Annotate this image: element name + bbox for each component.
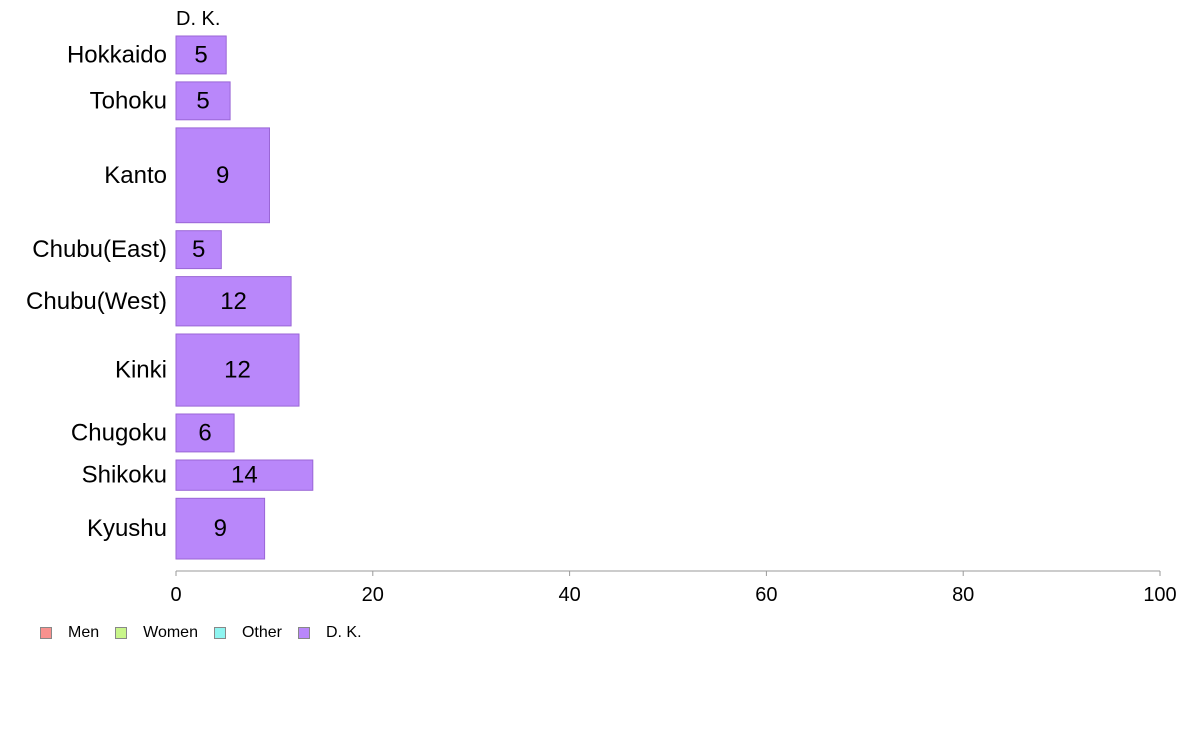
bar-chart: D. K. 5 Hokkaido 5 Tohoku 9 Kanto 5 Chubu(East)… (26, 8, 1177, 606)
legend-label: Men (68, 624, 100, 641)
category-label: Kanto (104, 162, 167, 189)
category-label: Kyushu (87, 515, 167, 542)
legend-item-d-k: D. K. (297, 624, 362, 642)
x-tick-label: 100 (1143, 584, 1176, 606)
bar-kanto (175, 127, 270, 224)
bar-tohoku (175, 81, 231, 121)
bar-value-label: 6 (198, 419, 211, 446)
x-axis: 0 20 40 60 80 100 (170, 570, 1177, 606)
category-label: Chugoku (71, 419, 167, 446)
legend-swatch (213, 627, 226, 639)
bars-group: 5 Hokkaido 5 Tohoku 9 Kanto 5 Chubu(East) 12 Chub… (26, 35, 314, 560)
bar-value-label: 9 (216, 162, 229, 189)
x-tick-label: 0 (170, 584, 181, 606)
bar-value-label: 5 (196, 87, 209, 114)
legend-item-women: Women (115, 624, 198, 642)
x-tick-label: 60 (755, 584, 777, 606)
bar-chubu-west (175, 276, 292, 327)
category-label: Hokkaido (67, 41, 167, 68)
category-label: Shikoku (82, 462, 167, 489)
bar-value-label: 5 (194, 41, 207, 68)
category-label: Chubu(West) (26, 288, 167, 315)
bar-kyushu (175, 497, 266, 560)
category-label: Tohoku (90, 87, 167, 114)
x-tick-label: 40 (558, 584, 580, 606)
legend-swatch (297, 627, 310, 639)
bar-hokkaido (175, 35, 227, 75)
legend-label: Other (241, 624, 282, 641)
bar-value-label: 14 (231, 462, 258, 489)
x-tick-label: 20 (362, 584, 384, 606)
bar-chugoku (175, 413, 235, 453)
legend-swatch (40, 627, 52, 639)
x-tick-label: 80 (952, 584, 974, 606)
bar-shikoku (175, 459, 314, 491)
panel-label: D. K. (176, 8, 220, 30)
category-label: Chubu(East) (32, 236, 167, 263)
bar-kinki (175, 333, 300, 407)
legend-item-other: Other (213, 624, 282, 642)
bar-value-label: 12 (224, 356, 251, 383)
legend-item-men: Men (40, 624, 99, 642)
bar-value-label: 12 (220, 288, 247, 315)
bar-value-label: 9 (214, 515, 227, 542)
legend: Men Women Other D. K. (40, 624, 378, 642)
legend-label: D. K. (325, 624, 362, 641)
legend-label: Women (143, 624, 198, 641)
legend-swatch (115, 627, 128, 639)
category-label: Kinki (115, 356, 167, 383)
bar-value-label: 5 (192, 236, 205, 263)
bar-chubu-east (175, 230, 222, 270)
